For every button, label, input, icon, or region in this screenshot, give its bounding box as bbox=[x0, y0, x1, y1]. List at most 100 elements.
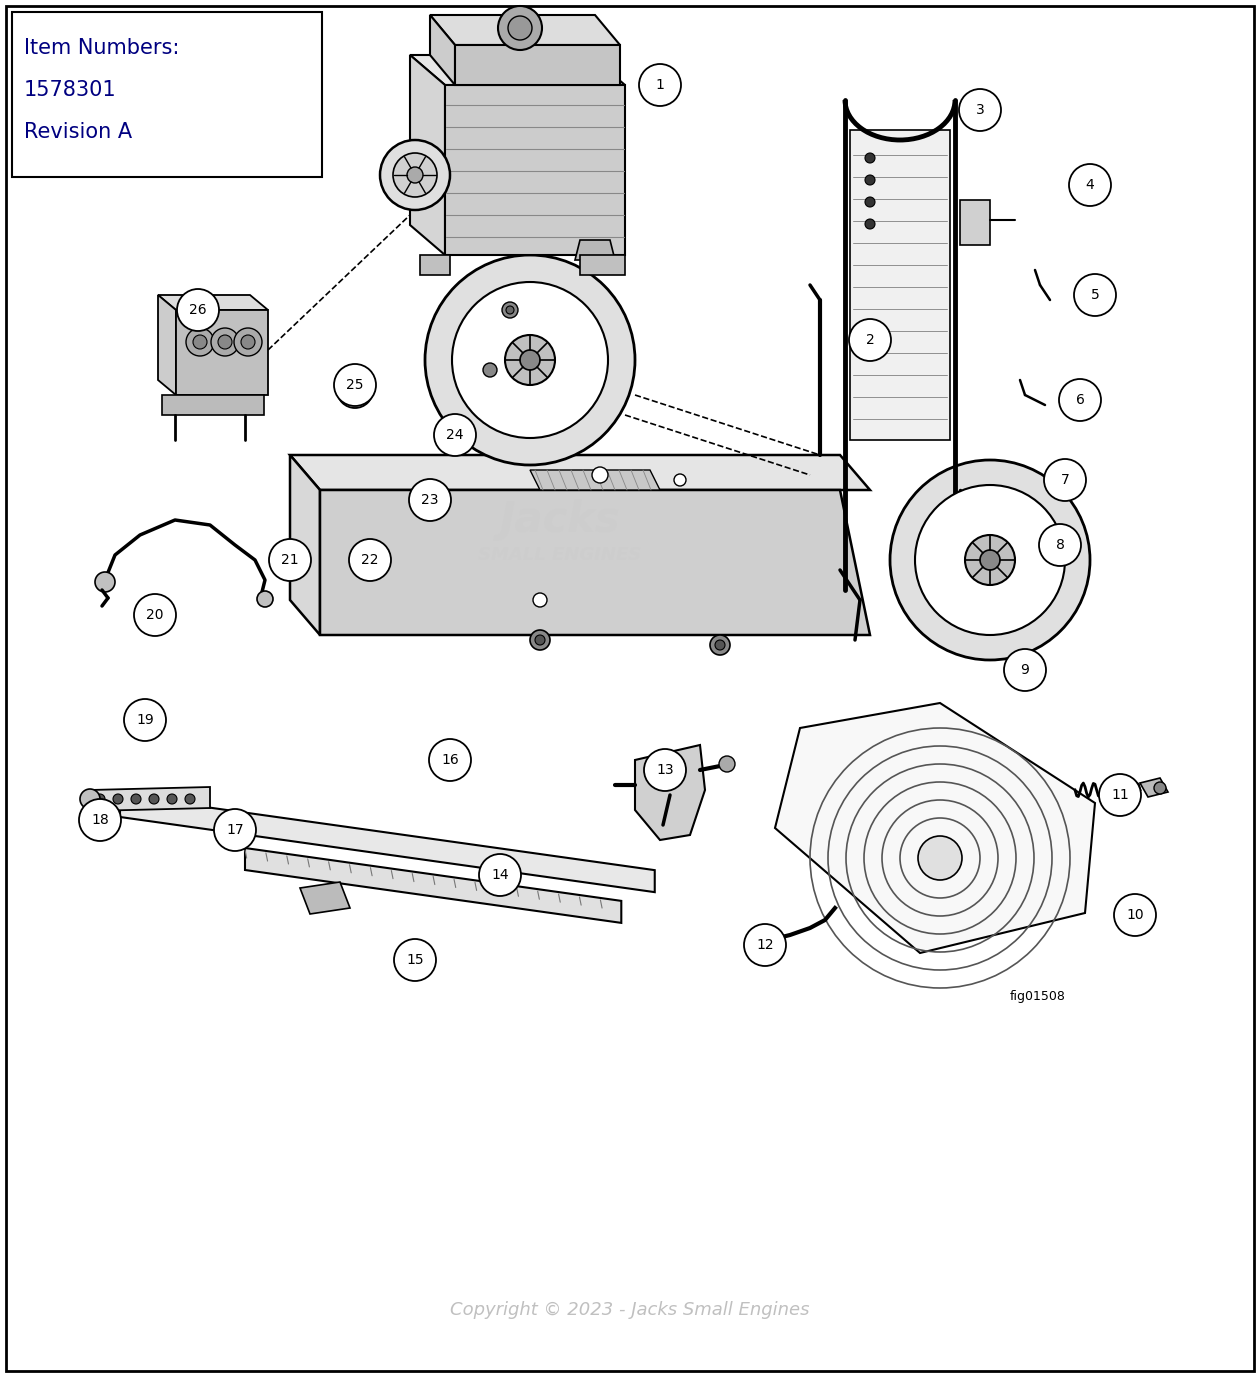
Polygon shape bbox=[775, 704, 1095, 953]
Text: 19: 19 bbox=[136, 713, 154, 727]
Polygon shape bbox=[580, 255, 625, 275]
Circle shape bbox=[719, 756, 735, 772]
Polygon shape bbox=[163, 395, 265, 414]
Circle shape bbox=[1099, 774, 1142, 817]
Polygon shape bbox=[445, 85, 625, 255]
Circle shape bbox=[241, 335, 255, 348]
Circle shape bbox=[644, 749, 685, 790]
Circle shape bbox=[1074, 274, 1116, 315]
Circle shape bbox=[79, 789, 100, 810]
Text: 20: 20 bbox=[146, 609, 164, 622]
FancyBboxPatch shape bbox=[850, 129, 950, 441]
Circle shape bbox=[530, 631, 551, 650]
Circle shape bbox=[498, 6, 542, 50]
Circle shape bbox=[193, 335, 207, 348]
Circle shape bbox=[1154, 782, 1166, 795]
Polygon shape bbox=[530, 470, 660, 490]
Circle shape bbox=[123, 700, 166, 741]
Circle shape bbox=[113, 795, 123, 804]
Circle shape bbox=[134, 593, 176, 636]
Circle shape bbox=[210, 328, 239, 357]
Circle shape bbox=[393, 153, 437, 197]
Circle shape bbox=[1058, 379, 1101, 421]
Polygon shape bbox=[1140, 778, 1168, 797]
Circle shape bbox=[185, 795, 195, 804]
Text: Revision A: Revision A bbox=[24, 123, 132, 142]
Circle shape bbox=[507, 306, 514, 314]
Text: SMALL ENGINES: SMALL ENGINES bbox=[479, 547, 641, 565]
Text: 21: 21 bbox=[281, 554, 299, 567]
Circle shape bbox=[639, 63, 680, 106]
Circle shape bbox=[965, 536, 1016, 585]
Circle shape bbox=[79, 799, 121, 841]
Circle shape bbox=[349, 538, 391, 581]
Circle shape bbox=[131, 795, 141, 804]
Text: 23: 23 bbox=[421, 493, 438, 507]
Circle shape bbox=[218, 335, 232, 348]
Text: 9: 9 bbox=[1021, 662, 1029, 677]
Circle shape bbox=[536, 635, 546, 644]
Polygon shape bbox=[300, 883, 350, 914]
Polygon shape bbox=[575, 240, 615, 260]
Circle shape bbox=[533, 593, 547, 607]
Circle shape bbox=[756, 928, 780, 952]
Polygon shape bbox=[635, 745, 706, 840]
Circle shape bbox=[168, 795, 176, 804]
Text: 14: 14 bbox=[491, 868, 509, 883]
Circle shape bbox=[520, 350, 541, 370]
Circle shape bbox=[452, 282, 609, 438]
Polygon shape bbox=[120, 795, 655, 892]
Circle shape bbox=[980, 549, 1000, 570]
Polygon shape bbox=[290, 454, 320, 635]
Text: 25: 25 bbox=[346, 379, 364, 392]
Circle shape bbox=[501, 302, 518, 318]
Circle shape bbox=[214, 810, 256, 851]
Text: 15: 15 bbox=[406, 953, 423, 967]
Circle shape bbox=[186, 328, 214, 357]
Circle shape bbox=[94, 571, 115, 592]
Circle shape bbox=[919, 836, 961, 880]
FancyBboxPatch shape bbox=[13, 12, 323, 178]
Circle shape bbox=[176, 289, 219, 330]
Circle shape bbox=[508, 17, 532, 40]
Circle shape bbox=[1004, 649, 1046, 691]
Text: 18: 18 bbox=[91, 812, 108, 828]
Circle shape bbox=[94, 795, 105, 804]
Circle shape bbox=[410, 479, 451, 521]
Text: 12: 12 bbox=[756, 938, 774, 952]
Text: 4: 4 bbox=[1086, 178, 1095, 191]
Circle shape bbox=[268, 538, 311, 581]
Text: 16: 16 bbox=[441, 753, 459, 767]
Polygon shape bbox=[176, 310, 268, 395]
Polygon shape bbox=[430, 15, 620, 45]
Text: 6: 6 bbox=[1076, 392, 1085, 408]
Text: Copyright © 2023 - Jacks Small Engines: Copyright © 2023 - Jacks Small Engines bbox=[450, 1301, 810, 1319]
Text: 24: 24 bbox=[446, 428, 464, 442]
Circle shape bbox=[1068, 164, 1111, 207]
Polygon shape bbox=[410, 55, 625, 85]
Circle shape bbox=[743, 924, 786, 967]
Circle shape bbox=[866, 219, 874, 229]
Text: 22: 22 bbox=[362, 554, 379, 567]
Circle shape bbox=[1040, 525, 1081, 566]
Circle shape bbox=[346, 381, 363, 398]
Circle shape bbox=[234, 328, 262, 357]
Circle shape bbox=[866, 153, 874, 162]
Circle shape bbox=[890, 460, 1090, 660]
Text: 26: 26 bbox=[189, 303, 207, 317]
Circle shape bbox=[257, 591, 273, 607]
Circle shape bbox=[505, 335, 554, 386]
Circle shape bbox=[1114, 894, 1155, 936]
Polygon shape bbox=[455, 45, 620, 85]
Polygon shape bbox=[960, 200, 990, 245]
Circle shape bbox=[866, 197, 874, 207]
Circle shape bbox=[674, 474, 685, 486]
Circle shape bbox=[1045, 459, 1086, 501]
Circle shape bbox=[849, 319, 891, 361]
Circle shape bbox=[425, 255, 635, 465]
Circle shape bbox=[336, 372, 373, 408]
Circle shape bbox=[915, 485, 1065, 635]
Text: fig01508: fig01508 bbox=[1011, 990, 1066, 1002]
Circle shape bbox=[394, 939, 436, 980]
Polygon shape bbox=[430, 15, 455, 85]
